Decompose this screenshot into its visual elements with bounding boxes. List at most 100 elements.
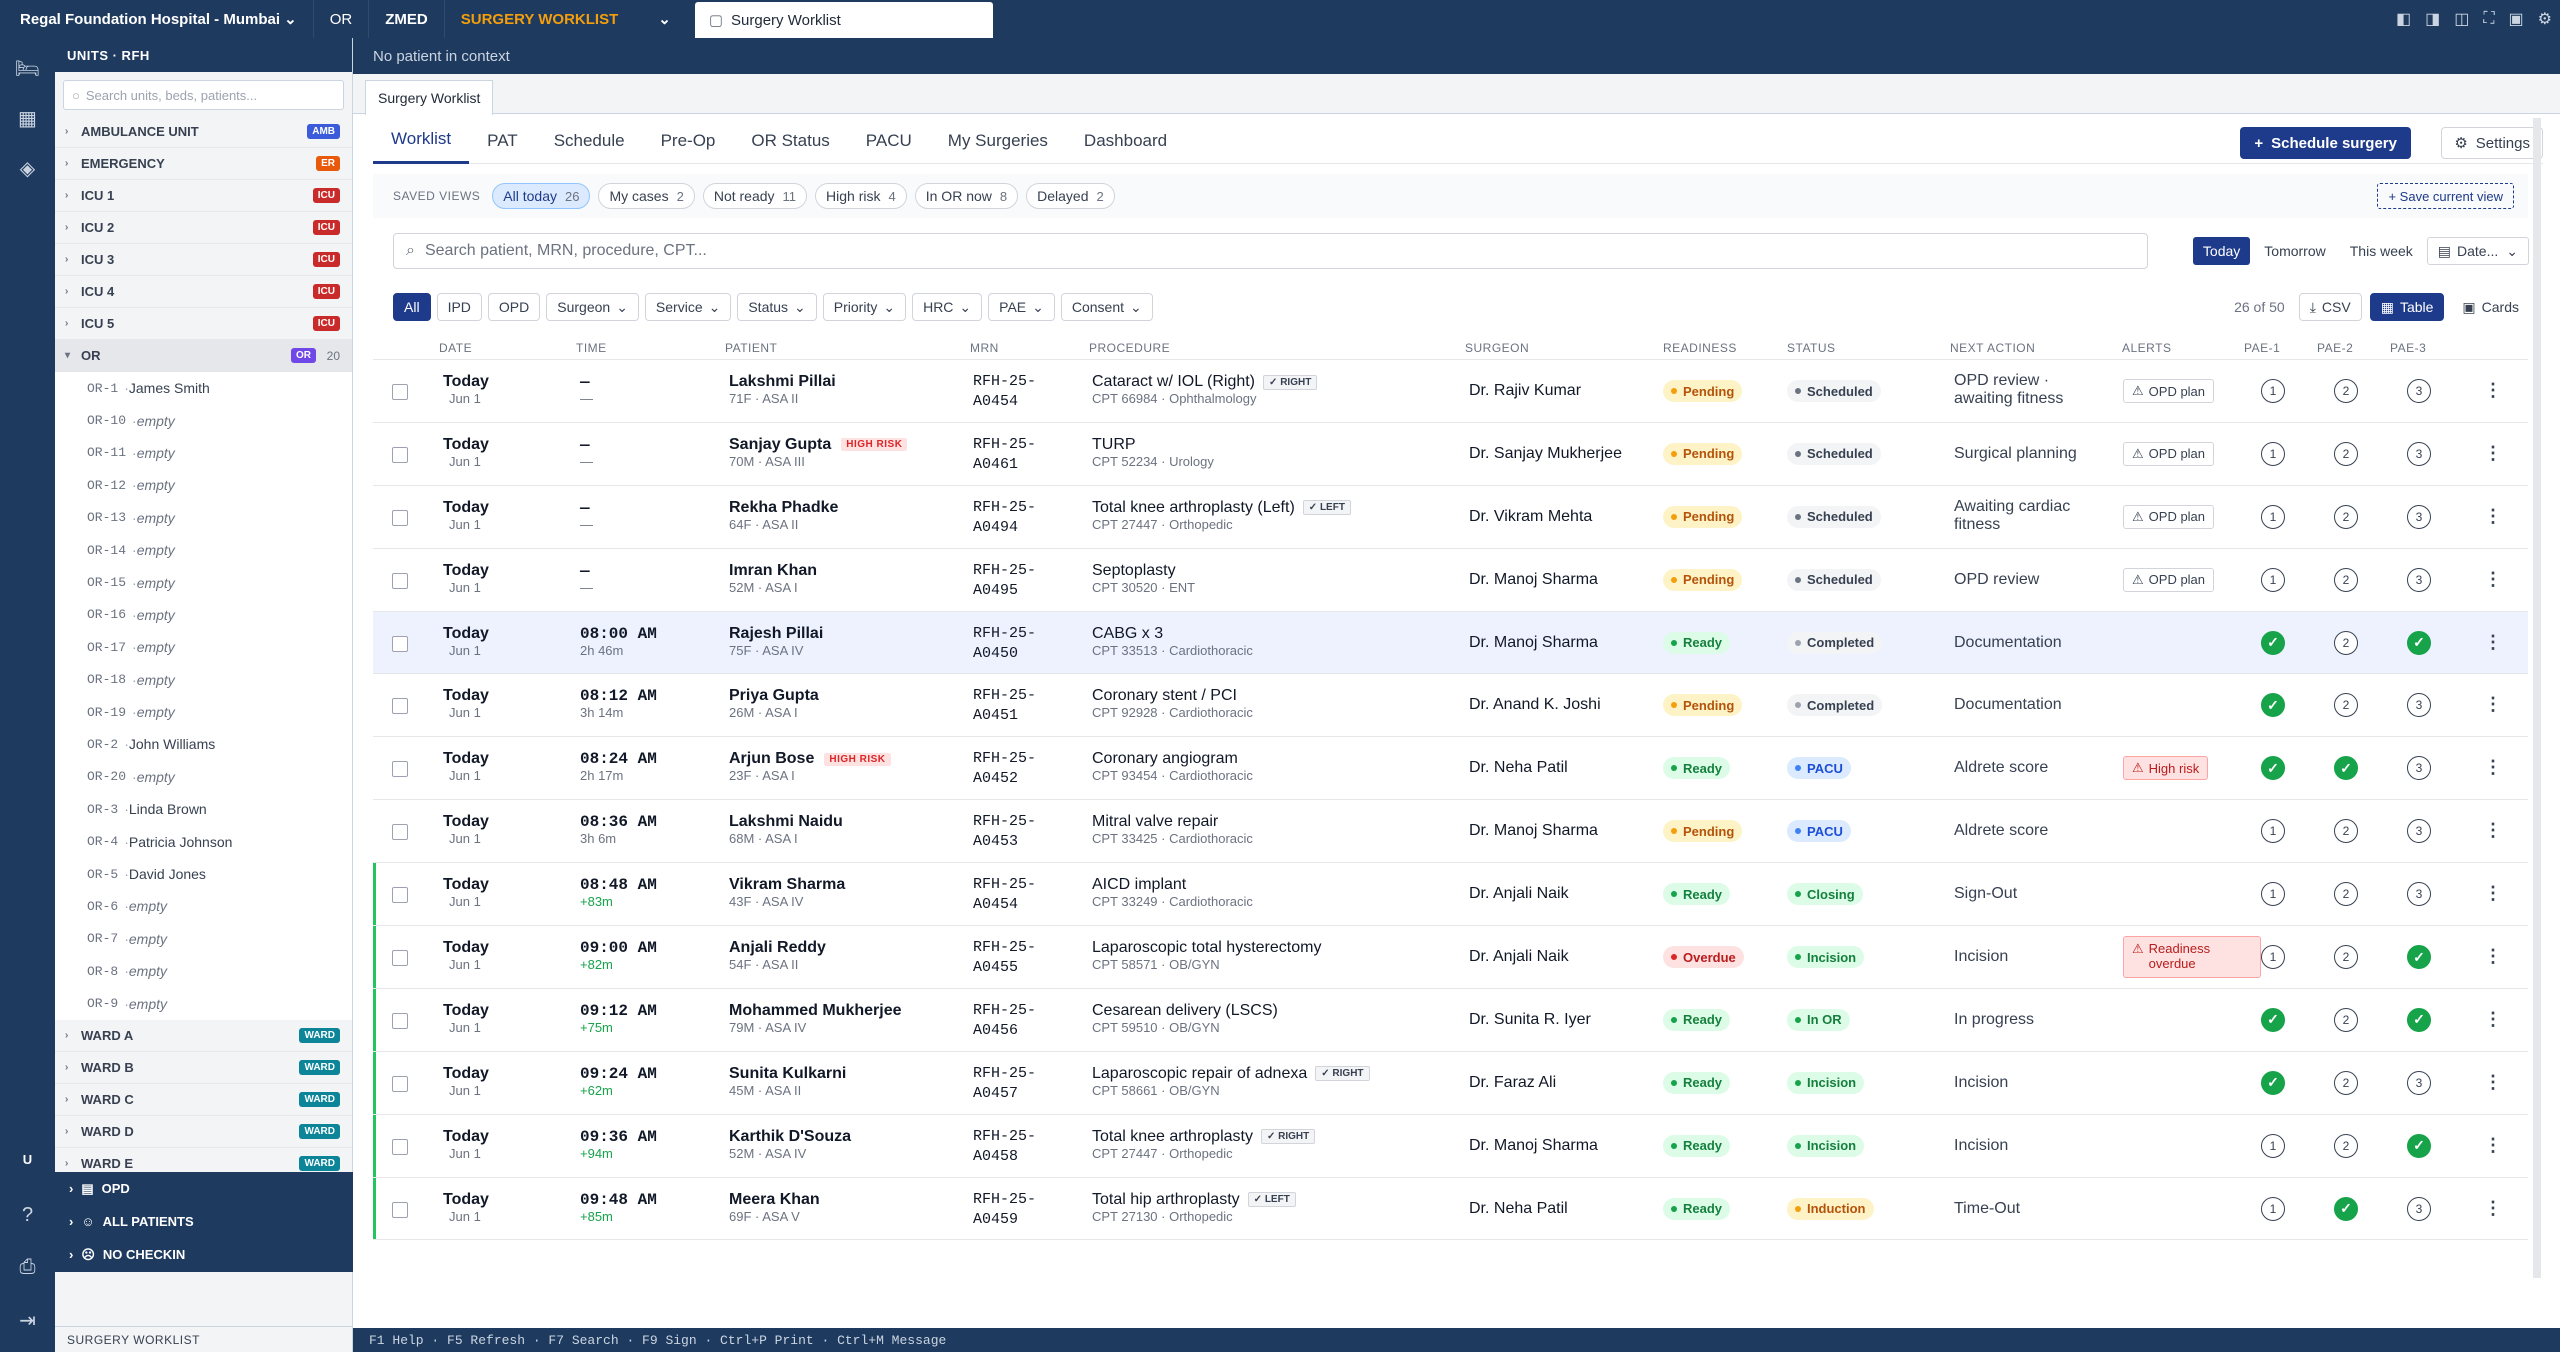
table-row[interactable]: Today Jun 1 09:24 AM +62m Sunita Kulkarni 45M… bbox=[373, 1051, 2528, 1115]
tab-dashboard[interactable]: Dashboard bbox=[1083, 130, 1168, 150]
zmed-crumb[interactable]: ZMED bbox=[369, 0, 445, 38]
alert-badge[interactable]: ⚠ OPD plan bbox=[2123, 567, 2215, 592]
pae-2-step[interactable]: 2 bbox=[2334, 819, 2358, 844]
pae-2-check-icon[interactable]: ✓ bbox=[2334, 756, 2358, 781]
row-menu-icon[interactable]: ⋮ bbox=[2484, 1008, 2502, 1029]
pae-3-step[interactable]: 3 bbox=[2407, 504, 2431, 529]
table-row[interactable]: Today Jun 1 — — Lakshmi Pillai 71F · ASA II RF… bbox=[373, 360, 2528, 423]
table-row[interactable]: Today Jun 1 08:12 AM 3h 14m Priya Gupta 26M ·… bbox=[373, 674, 2528, 738]
row-checkbox[interactable] bbox=[392, 572, 408, 589]
column-header-status[interactable]: STATUS bbox=[1787, 341, 1836, 355]
saved-view-chip[interactable]: All today 26 bbox=[492, 183, 591, 209]
row-checkbox[interactable] bbox=[392, 1138, 408, 1155]
row-menu-icon[interactable]: ⋮ bbox=[2484, 631, 2502, 652]
patient-name[interactable]: Rajesh Pillai bbox=[729, 625, 823, 643]
patient-cell[interactable]: Vikram Sharma 43F · ASA IV bbox=[729, 876, 845, 909]
sidebar-search-input[interactable]: ○ Search units, beds, patients... bbox=[63, 80, 344, 110]
print-icon[interactable]: ⎙ bbox=[19, 1256, 36, 1278]
pae-2-step[interactable]: 2 bbox=[2334, 441, 2358, 466]
date-this-week[interactable]: This week bbox=[2349, 243, 2413, 259]
module-crumb[interactable]: SURGERY WORKLIST ⌄ bbox=[445, 0, 687, 38]
or-room-item[interactable]: OR-15 · empty bbox=[55, 566, 352, 599]
patient-cell[interactable]: Lakshmi Pillai 71F · ASA II bbox=[729, 373, 836, 406]
alert-badge[interactable]: ⚠ High risk bbox=[2123, 756, 2209, 781]
saved-view-chip[interactable]: My cases 2 bbox=[598, 183, 695, 209]
filter-pae[interactable]: PAE ⌄ bbox=[988, 293, 1055, 321]
pae-3-check-icon[interactable]: ✓ bbox=[2407, 630, 2431, 655]
patient-name[interactable]: Anjali Reddy bbox=[729, 939, 826, 957]
column-header-surgeon[interactable]: SURGEON bbox=[1465, 341, 1530, 355]
row-checkbox[interactable] bbox=[392, 698, 408, 715]
patient-cell[interactable]: Anjali Reddy 54F · ASA II bbox=[729, 939, 826, 972]
or-room-item[interactable]: OR-8 · empty bbox=[55, 955, 352, 988]
pae-3-step[interactable]: 3 bbox=[2407, 567, 2431, 592]
saved-view-chip[interactable]: High risk 4 bbox=[815, 183, 907, 209]
row-menu-icon[interactable]: ⋮ bbox=[2484, 568, 2502, 589]
row-menu-icon[interactable]: ⋮ bbox=[2484, 442, 2502, 463]
patient-cell[interactable]: Lakshmi Naidu 68M · ASA I bbox=[729, 813, 843, 846]
date-picker[interactable]: ▤ Date... ⌄ bbox=[2426, 237, 2529, 265]
csv-export-button[interactable]: ⤓ CSV bbox=[2298, 293, 2362, 321]
or-room-item[interactable]: OR-2 · John Williams bbox=[55, 728, 352, 761]
unit-icu-3[interactable]: › ICU 3 ICU bbox=[55, 244, 352, 276]
row-menu-icon[interactable]: ⋮ bbox=[2484, 820, 2502, 841]
patient-name[interactable]: Arjun Bose HIGH RISK bbox=[729, 750, 891, 768]
window-tab[interactable]: ▢ Surgery Worklist bbox=[694, 2, 993, 38]
row-checkbox[interactable] bbox=[392, 761, 408, 778]
unit-icu-2[interactable]: › ICU 2 ICU bbox=[55, 212, 352, 244]
split-view-icon[interactable]: ◫ bbox=[2454, 11, 2470, 28]
patient-name[interactable]: Meera Khan bbox=[729, 1191, 820, 1209]
pae-3-step[interactable]: 3 bbox=[2407, 379, 2431, 403]
panel-left-icon[interactable]: ◧ bbox=[2395, 11, 2412, 28]
pae-2-check-icon[interactable]: ✓ bbox=[2334, 1196, 2358, 1221]
pae-1-step[interactable]: 1 bbox=[2261, 819, 2285, 844]
or-room-item[interactable]: OR-20 · empty bbox=[55, 760, 352, 794]
patient-cell[interactable]: Priya Gupta 26M · ASA I bbox=[729, 687, 819, 720]
pae-2-step[interactable]: 2 bbox=[2334, 1007, 2358, 1032]
row-checkbox[interactable] bbox=[392, 635, 408, 652]
unit-icu-5[interactable]: › ICU 5 ICU bbox=[55, 308, 352, 340]
schedule-surgery-button[interactable]: + Schedule surgery bbox=[2240, 127, 2411, 159]
or-room-item[interactable]: OR-16 · empty bbox=[55, 598, 352, 632]
save-view-button[interactable]: + Save current view bbox=[2377, 183, 2514, 209]
saved-view-chip[interactable]: Not ready 11 bbox=[702, 183, 808, 209]
table-row[interactable]: Today Jun 1 09:12 AM +75m Mohammed Mukherjee… bbox=[373, 988, 2528, 1052]
table-row[interactable]: Today Jun 1 08:36 AM 3h 6m Lakshmi Naidu 68M … bbox=[373, 800, 2528, 864]
pae-3-step[interactable]: 3 bbox=[2407, 882, 2431, 907]
column-header-patient[interactable]: PATIENT bbox=[725, 341, 778, 355]
row-checkbox[interactable] bbox=[392, 384, 408, 400]
alert-badge[interactable]: ⚠ OPD plan bbox=[2123, 504, 2215, 529]
row-menu-icon[interactable]: ⋮ bbox=[2484, 946, 2502, 967]
pae-1-step[interactable]: 1 bbox=[2261, 504, 2285, 529]
or-room-item[interactable]: OR-19 · empty bbox=[55, 695, 352, 729]
group-opd[interactable]: › ▤ OPD bbox=[55, 1172, 353, 1205]
pae-2-step[interactable]: 2 bbox=[2334, 1070, 2358, 1095]
or-room-item[interactable]: OR-11 · empty bbox=[55, 436, 352, 470]
help-icon[interactable]: ? bbox=[21, 1204, 34, 1226]
row-checkbox[interactable] bbox=[392, 1201, 408, 1218]
pae-1-check-icon[interactable]: ✓ bbox=[2261, 630, 2285, 655]
pae-1-step[interactable]: 1 bbox=[2261, 1196, 2285, 1221]
or-room-item[interactable]: OR-4 · Patricia Johnson bbox=[55, 825, 352, 858]
pae-3-step[interactable]: 3 bbox=[2407, 1070, 2431, 1095]
pae-2-step[interactable]: 2 bbox=[2334, 504, 2358, 529]
patient-name[interactable]: Imran Khan bbox=[729, 562, 817, 580]
table-view-button[interactable]: ▦ Table bbox=[2369, 293, 2445, 321]
tab-worklist[interactable]: Worklist bbox=[373, 118, 470, 164]
patient-cell[interactable]: Mohammed Mukherjee 79M · ASA IV bbox=[729, 1002, 901, 1035]
pae-3-step[interactable]: 3 bbox=[2407, 1196, 2431, 1221]
pae-3-step[interactable]: 3 bbox=[2407, 693, 2431, 718]
row-menu-icon[interactable]: ⋮ bbox=[2484, 694, 2502, 715]
pae-3-check-icon[interactable]: ✓ bbox=[2407, 1007, 2431, 1032]
or-room-item[interactable]: OR-6 · empty bbox=[55, 890, 352, 923]
column-header-pae-2[interactable]: PAE-2 bbox=[2317, 341, 2354, 355]
row-checkbox[interactable] bbox=[392, 1012, 408, 1029]
unit-ward-b[interactable]: › WARD B WARD bbox=[55, 1052, 352, 1084]
row-checkbox[interactable] bbox=[392, 446, 408, 463]
tab-pacu[interactable]: PACU bbox=[865, 130, 912, 150]
unit-ward-d[interactable]: › WARD D WARD bbox=[55, 1116, 352, 1148]
row-checkbox[interactable] bbox=[392, 824, 408, 841]
layers-icon[interactable]: ◈ bbox=[19, 158, 36, 180]
settings-gear-icon[interactable]: ⚙ bbox=[2537, 11, 2552, 28]
patient-name[interactable]: Vikram Sharma bbox=[729, 876, 845, 894]
